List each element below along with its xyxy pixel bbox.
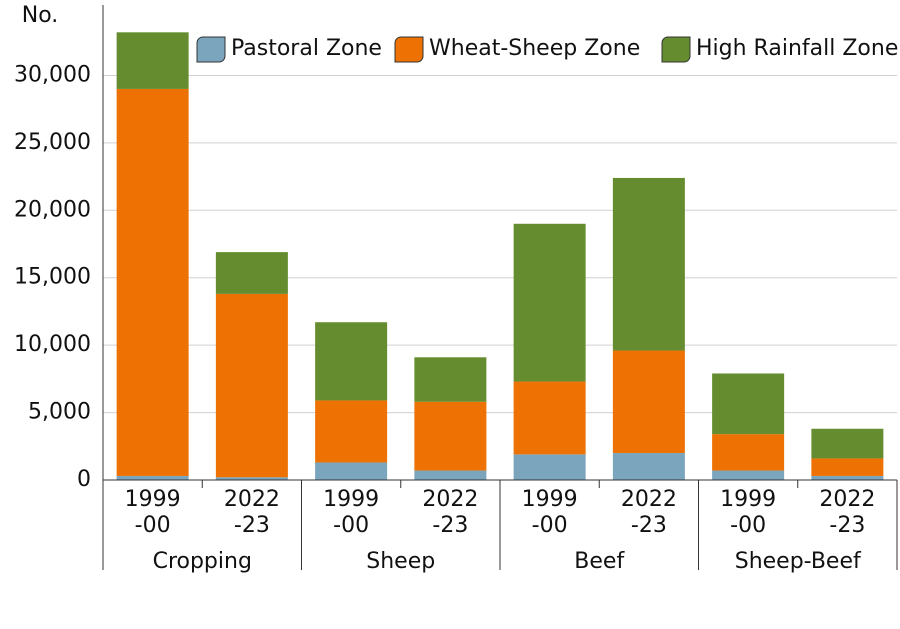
bar-segment [712,373,785,435]
y-tick-label: 10,000 [14,332,91,357]
bar-segment [811,428,884,459]
bar-segment [513,223,586,382]
x-tick-label-line: -23 [432,513,468,538]
x-tick-label-line: 1999 [720,487,776,512]
x-tick-label-line: 1999 [125,487,181,512]
y-tick-label: 5,000 [28,400,91,425]
x-tick-label-line: -23 [234,513,270,538]
x-tick-label-line: 1999 [522,487,578,512]
legend-label: Pastoral Zone [231,36,382,61]
bar-segment [712,434,785,471]
legend-swatch [394,36,424,63]
bar-segment [811,475,884,480]
x-tick-label-line: 2022 [224,487,280,512]
x-tick-label: 2022 -23 [819,487,875,538]
x-tick-label: 2022 -23 [224,487,280,538]
y-tick-label: 0 [77,467,91,492]
x-tick-label-line: -00 [135,513,171,538]
x-tick-label-line: -00 [532,513,568,538]
bar-segment [215,252,288,294]
x-tick-label: 2022 -23 [621,487,677,538]
bar-segment [513,381,586,455]
bar-segment [414,401,487,471]
group-label: Beef [574,549,625,574]
x-tick-label-line: -00 [333,513,369,538]
y-tick-label: 30,000 [14,62,91,87]
bar-segment [315,322,388,401]
bar-segment [612,350,685,454]
x-tick-label-line: -23 [631,513,667,538]
bar-segment [315,462,388,480]
legend-label: High Rainfall Zone [696,36,898,61]
x-tick-label: 1999 -00 [720,487,776,538]
y-tick-label: 25,000 [14,130,91,155]
legend-swatch [661,36,691,63]
y-tick-label: 15,000 [14,265,91,290]
bar-segment [116,32,189,89]
y-tick-label: 20,000 [14,197,91,222]
x-tick-label-line: 2022 [819,487,875,512]
bar-segment [612,453,685,480]
group-label: Sheep-Beef [735,549,862,574]
bar-segment [414,357,487,402]
bar-segment [712,470,785,480]
x-tick-label: 1999 -00 [323,487,379,538]
bar-segment [811,458,884,476]
x-tick-label-line: 2022 [422,487,478,512]
x-tick-label: 1999 -00 [125,487,181,538]
bar-segment [513,454,586,480]
x-tick-label: 1999 -00 [522,487,578,538]
x-tick-label-line: 1999 [323,487,379,512]
bar-segment [215,293,288,478]
x-tick-label: 2022 -23 [422,487,478,538]
x-tick-label-line: 2022 [621,487,677,512]
bar-segment [414,470,487,480]
group-label: Sheep [366,549,435,574]
bar-segment [315,400,388,463]
group-label: Cropping [153,549,252,574]
legend-label: Wheat-Sheep Zone [429,36,640,61]
bar-segment [215,477,288,480]
y-axis-label: No. [22,3,59,28]
x-tick-label-line: -23 [829,513,865,538]
bar-segment [116,88,189,476]
x-tick-label-line: -00 [730,513,766,538]
bar-segment [116,475,189,480]
legend-swatch [196,36,226,63]
bar-segment [612,177,685,351]
